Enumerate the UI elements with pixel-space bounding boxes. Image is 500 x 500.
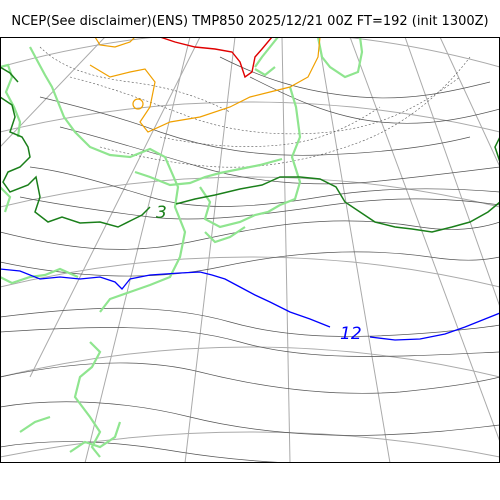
map-title: NCEP(See disclaimer)(ENS) TMP850 2025/12… xyxy=(11,14,489,29)
isotherm-3 xyxy=(0,66,500,233)
coastline xyxy=(0,267,79,285)
isotherm-minus15 xyxy=(159,37,273,79)
longitude-line xyxy=(439,37,500,168)
longitude-line xyxy=(0,37,106,148)
graticule xyxy=(0,37,500,463)
coastline xyxy=(73,341,102,458)
longitude-line xyxy=(84,37,191,463)
latitude-line xyxy=(0,37,500,68)
isotherm-minus6 xyxy=(89,37,321,133)
longitude-line xyxy=(349,37,500,443)
coastline xyxy=(29,46,187,313)
latitude-line xyxy=(0,431,500,458)
coastline xyxy=(254,37,279,68)
coastline xyxy=(204,226,246,244)
coastlines xyxy=(0,37,364,458)
longitude-line xyxy=(184,37,236,463)
isotherm-12 xyxy=(0,268,500,341)
coastline xyxy=(19,415,51,433)
longitude-line xyxy=(29,37,201,378)
coastline xyxy=(69,421,122,453)
coastline xyxy=(0,186,12,213)
coastline xyxy=(0,63,22,138)
latitude-line xyxy=(0,101,500,133)
dotted-contours xyxy=(39,46,471,168)
coastline xyxy=(199,86,302,229)
latitude-line xyxy=(0,176,500,208)
weather-map: 3 12 xyxy=(0,37,500,463)
longitude-line xyxy=(404,37,500,308)
thin-contours xyxy=(0,56,500,463)
longitude-line xyxy=(281,37,291,463)
latitude-line xyxy=(0,346,500,378)
coastline xyxy=(134,157,283,187)
longitude-line xyxy=(317,37,391,463)
coastline xyxy=(316,37,364,79)
contour-label-3: 3 xyxy=(156,203,167,223)
contour-label-12: 12 xyxy=(340,324,362,344)
coastline xyxy=(254,66,276,77)
